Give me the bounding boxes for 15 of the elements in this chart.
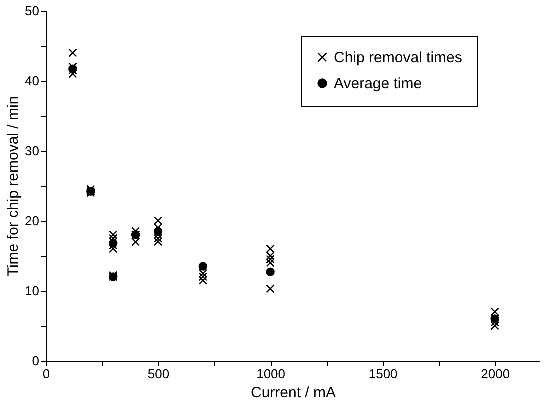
y-tick-label: 50 bbox=[25, 4, 40, 18]
x-tick-label: 2000 bbox=[481, 366, 510, 382]
y-tick-label: 20 bbox=[25, 214, 40, 228]
y-axis-title: Time for chip removal / min bbox=[5, 96, 22, 277]
x-tick-label: 500 bbox=[148, 366, 170, 382]
y-tick-label: 30 bbox=[25, 144, 40, 158]
legend-label: Chip removal times bbox=[334, 50, 462, 66]
y-tick-label: 10 bbox=[25, 284, 40, 298]
y-tick-label: 40 bbox=[25, 74, 40, 88]
x-axis-title: Current / mA bbox=[250, 384, 336, 402]
x-tick-label: 0 bbox=[42, 366, 50, 382]
x-tick-label: 1000 bbox=[256, 366, 286, 382]
y-tick-label: 0 bbox=[32, 354, 40, 368]
legend-label: Average time bbox=[334, 76, 422, 92]
x-tick-label: 1500 bbox=[368, 366, 398, 382]
